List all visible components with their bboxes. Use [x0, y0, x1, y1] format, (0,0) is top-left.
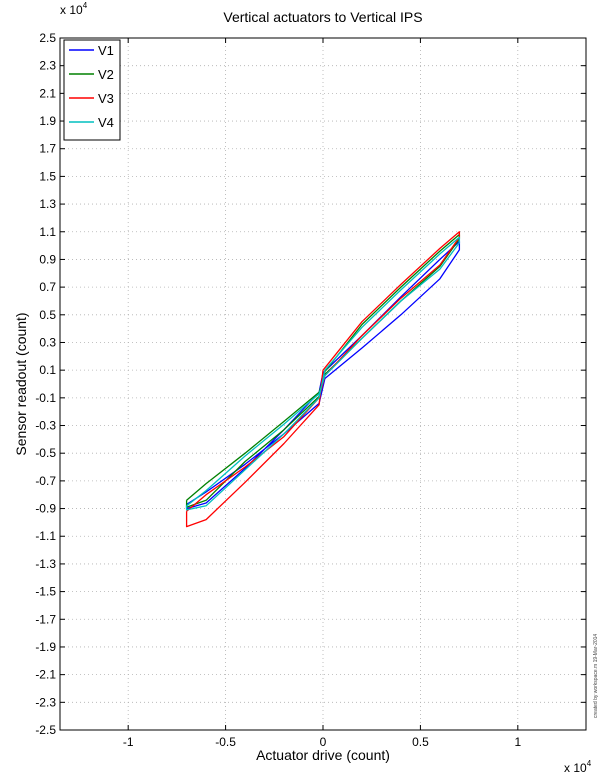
y-tick-label: 1.9 [39, 114, 56, 128]
y-multiplier-exponent: 4 [83, 1, 88, 10]
legend: V1 V2 V3 V4 [63, 39, 121, 141]
y-tick-label: 1.3 [39, 197, 56, 211]
y-axis-multiplier: x 104 [60, 1, 88, 17]
y-tick-label: -1.7 [35, 612, 56, 626]
x-tick-label: -1 [123, 735, 134, 749]
y-tick-label: -1.5 [35, 585, 56, 599]
x-tick-label: 1 [514, 735, 521, 749]
y-tick-label: -1.3 [35, 557, 56, 571]
y-tick-label: -2.5 [35, 723, 56, 737]
y-tick-label: -2.1 [35, 668, 56, 682]
series-lines [185, 231, 461, 528]
y-tick-label: 1.1 [39, 225, 56, 239]
y-tick-label: 0.3 [39, 335, 56, 349]
y-tick-label: 0.9 [39, 252, 56, 266]
y-tick-label: -1.1 [35, 529, 56, 543]
y-tick-label: 0.1 [39, 363, 56, 377]
y-tick-label: -0.9 [35, 502, 56, 516]
series-line-v4 [185, 236, 461, 511]
x-tick-label: 0 [320, 735, 327, 749]
legend-label-v4: V4 [98, 115, 114, 130]
chart-title: Vertical actuators to Vertical IPS [223, 9, 422, 25]
y-tick-label: -0.1 [35, 391, 56, 405]
x-tick-label: -0.5 [215, 735, 236, 749]
x-axis-label: Actuator drive (count) [256, 747, 390, 763]
series-line-v3 [185, 231, 461, 528]
y-tick-label: 2.1 [39, 86, 56, 100]
legend-box [63, 39, 121, 141]
footnote: created by workspace.m 19-Mar-2014 [593, 634, 599, 718]
x-multiplier-base: x 10 [564, 761, 587, 775]
y-tick-label: 2.5 [39, 31, 56, 45]
axis-ticks: -1 -0.5 0 0.5 1 2.5 2.3 2.1 1.9 1.7 1.5 1.3 1.1 0.9 0.… [35, 31, 586, 749]
x-tick-label: 0.5 [412, 735, 429, 749]
y-tick-label: -0.3 [35, 419, 56, 433]
y-tick-label: 0.7 [39, 280, 56, 294]
legend-label-v2: V2 [98, 67, 114, 82]
grid-lines [60, 37, 586, 731]
y-tick-label: -0.5 [35, 446, 56, 460]
legend-label-v3: V3 [98, 91, 114, 106]
y-tick-label: 0.5 [39, 308, 56, 322]
x-multiplier-exponent: 4 [587, 759, 592, 768]
x-axis-multiplier: x 104 [564, 759, 592, 775]
y-tick-label: 1.5 [39, 169, 56, 183]
y-tick-label: -1.9 [35, 640, 56, 654]
legend-label-v1: V1 [98, 43, 114, 58]
y-multiplier-base: x 10 [60, 3, 83, 17]
y-tick-label: -0.7 [35, 474, 56, 488]
y-tick-label: 1.7 [39, 142, 56, 156]
y-tick-label: -2.3 [35, 695, 56, 709]
y-axis-label: Sensor readout (count) [13, 312, 29, 455]
y-tick-label: 2.3 [39, 59, 56, 73]
